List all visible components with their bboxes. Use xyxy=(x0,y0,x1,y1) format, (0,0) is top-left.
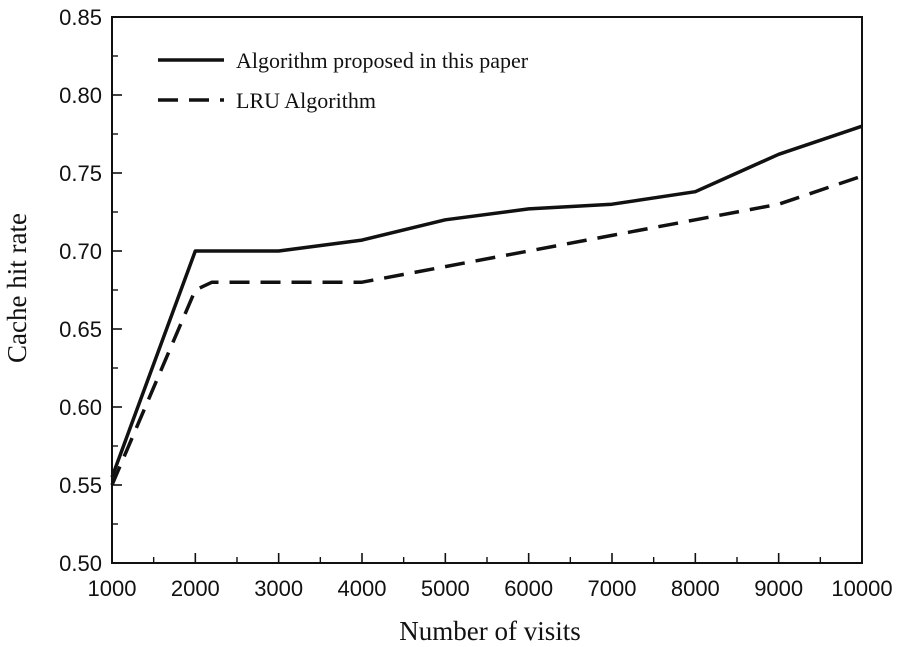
x-tick-label: 4000 xyxy=(338,576,387,601)
y-tick-label: 0.70 xyxy=(59,239,102,264)
x-tick-label: 8000 xyxy=(671,576,720,601)
x-tick-label: 6000 xyxy=(504,576,553,601)
y-tick-label: 0.60 xyxy=(59,395,102,420)
series-line-proposed xyxy=(110,124,863,478)
y-tick-label: 0.50 xyxy=(59,551,102,576)
y-tick-label: 0.85 xyxy=(59,5,102,30)
x-tick-label: 9000 xyxy=(754,576,803,601)
y-axis-title: Cache hit rate xyxy=(2,213,32,363)
y-tick-label: 0.65 xyxy=(59,317,102,342)
y-tick-label: 0.55 xyxy=(59,473,102,498)
y-tick-label: 0.80 xyxy=(59,83,102,108)
x-tick-label: 2000 xyxy=(171,576,220,601)
legend: Algorithm proposed in this paper LRU Alg… xyxy=(158,48,529,113)
x-tick-label: 7000 xyxy=(588,576,637,601)
x-tick-label: 10000 xyxy=(831,576,892,601)
x-tick-label: 5000 xyxy=(421,576,470,601)
series-line-lru xyxy=(110,174,863,486)
x-tick-label: 3000 xyxy=(254,576,303,601)
y-tick-label: 0.75 xyxy=(59,161,102,186)
legend-label-lru: LRU Algorithm xyxy=(236,88,376,113)
x-tick-label: 1000 xyxy=(88,576,137,601)
x-axis-title: Number of visits xyxy=(399,616,581,646)
axis-ticks: 0.50 0.55 0.60 0.65 0.70 0.75 0.80 0.85 1000 2000… xyxy=(59,5,892,601)
legend-label-proposed: Algorithm proposed in this paper xyxy=(236,48,529,73)
series-layer xyxy=(110,124,863,486)
plot-frame xyxy=(111,16,863,564)
